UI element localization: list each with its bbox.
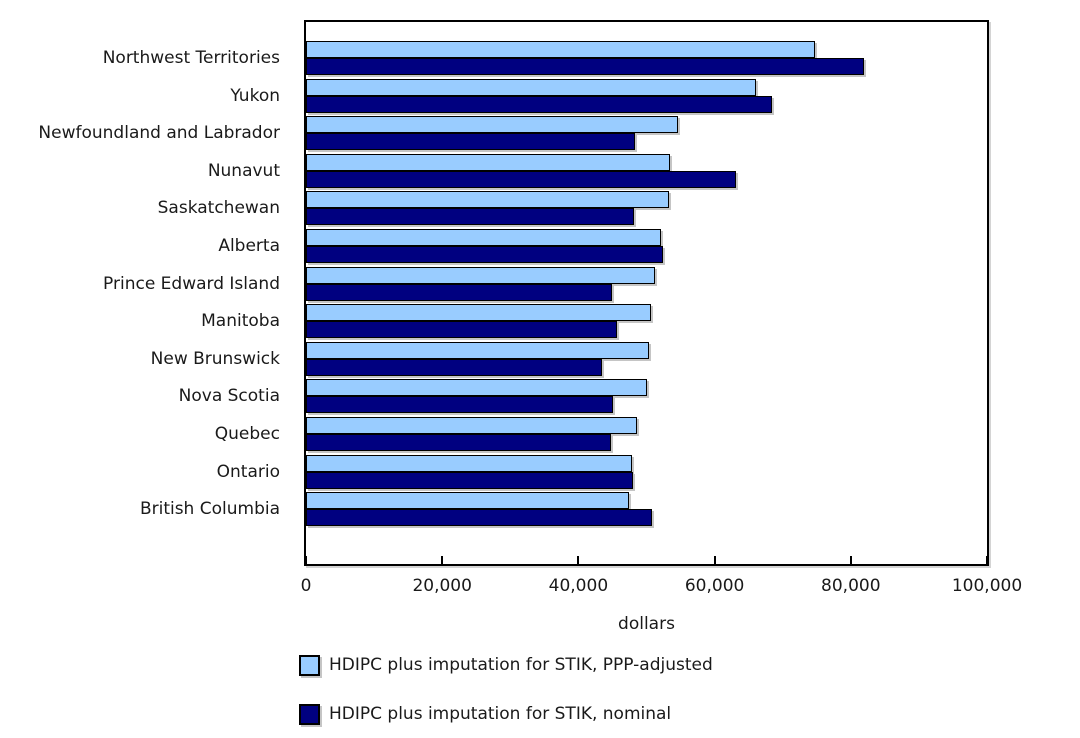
legend-swatch-ppp-adjusted-icon (299, 654, 320, 676)
x-axis-tick (441, 556, 444, 564)
bar-ppp-adjusted (306, 417, 637, 434)
legend-swatch-nominal-icon (299, 703, 320, 725)
category-label: Northwest Territories (102, 48, 280, 68)
category-label: Nunavut (207, 160, 280, 181)
bar-ppp-adjusted (306, 41, 816, 58)
bar-ppp-adjusted (306, 229, 662, 246)
x-tick-label: 80,000 (821, 576, 881, 596)
category-label: Manitoba (201, 311, 280, 332)
bar-nominal (306, 283, 613, 301)
x-axis-tick (577, 556, 580, 564)
x-axis-tick (713, 556, 716, 564)
plot-area (304, 20, 989, 566)
category-label: Newfoundland and Labrador (38, 123, 280, 144)
category-label: Saskatchewan (157, 198, 280, 219)
bar-nominal (306, 58, 864, 75)
bar-ppp-adjusted (306, 191, 669, 209)
x-axis-tick (986, 556, 988, 564)
x-tick-label: 40,000 (548, 576, 609, 596)
bar-nominal (306, 95, 772, 113)
bar-ppp-adjusted (306, 454, 632, 472)
bar-ppp-adjusted (306, 379, 648, 397)
x-tick-label: 0 (300, 576, 312, 596)
x-tick-label: 60,000 (684, 576, 745, 596)
category-label: Nova Scotia (178, 386, 280, 407)
legend-label-nominal: HDIPC plus imputation for STIK, nominal (329, 704, 672, 724)
bar-ppp-adjusted (306, 78, 757, 96)
bar-ppp-adjusted (306, 341, 649, 359)
bar-ppp-adjusted (306, 304, 651, 322)
category-label: Prince Edward Island (103, 273, 280, 294)
bar-nominal (306, 396, 614, 414)
category-label: Quebec (214, 424, 280, 444)
bar-ppp-adjusted (306, 153, 670, 171)
bar-ppp-adjusted (306, 492, 629, 510)
x-axis-tick (305, 556, 307, 564)
category-label: Ontario (216, 461, 280, 482)
bar-nominal (306, 321, 617, 339)
legend-label-ppp-adjusted: HDIPC plus imputation for STIK, PPP-adju… (329, 655, 713, 675)
category-label: Alberta (218, 236, 280, 256)
bar-ppp-adjusted (306, 116, 678, 134)
bar-nominal (306, 246, 663, 263)
category-labels: Northwest Territories Yukon Newfoundland a… (0, 0, 288, 620)
bar-nominal (306, 471, 633, 489)
bar-nominal (306, 133, 635, 151)
bar-nominal (306, 509, 652, 527)
bar-nominal (306, 358, 603, 376)
x-tick-label: 100,000 (951, 576, 1023, 596)
category-label: Yukon (230, 85, 280, 106)
category-label: British Columbia (139, 499, 280, 520)
bar-ppp-adjusted (306, 266, 655, 284)
x-axis-title: dollars (618, 614, 675, 634)
legend-item-nominal: HDIPC plus imputation for STIK, nominal (299, 703, 671, 725)
legend-item-ppp-adjusted: HDIPC plus imputation for STIK, PPP-adju… (299, 654, 713, 676)
bar-nominal (306, 434, 612, 451)
bar-nominal (306, 208, 635, 226)
x-axis-tick (849, 556, 852, 564)
bar-nominal (306, 170, 737, 188)
category-label: New Brunswick (150, 348, 280, 369)
x-tick-label: 20,000 (412, 576, 472, 596)
